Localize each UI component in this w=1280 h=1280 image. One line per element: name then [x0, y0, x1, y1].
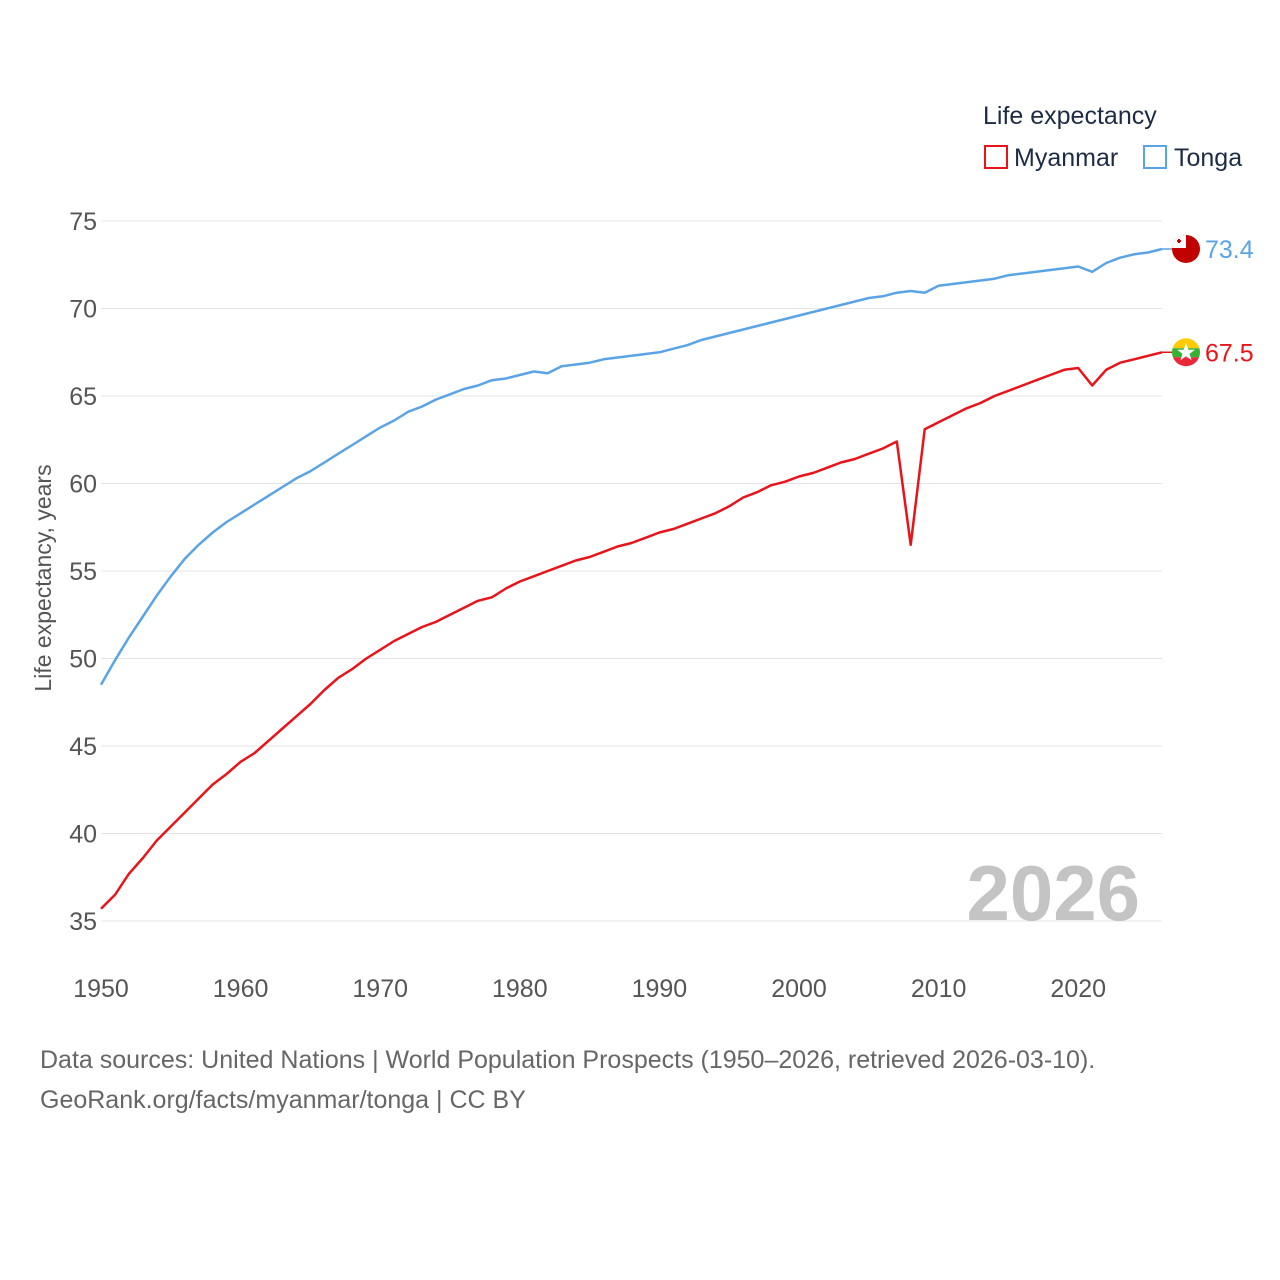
y-tick-label: 60: [69, 471, 97, 499]
legend-title: Life expectancy: [983, 102, 1157, 130]
x-tick-label: 2000: [771, 975, 827, 1003]
y-tick-label: 55: [69, 558, 97, 586]
legend-item-myanmar[interactable]: Myanmar: [984, 144, 1118, 172]
x-tick-label: 1950: [73, 975, 129, 1003]
legend-item-tonga[interactable]: Tonga: [1143, 144, 1242, 172]
legend-swatch-tonga: [1143, 145, 1167, 169]
x-axis: 1950 1960 1970 1980 1990 2000 2010 2020: [73, 975, 1106, 1003]
end-value-myanmar: 67.5: [1205, 339, 1254, 367]
y-axis-label: Life expectancy, years: [30, 464, 56, 691]
y-tick-label: 75: [69, 208, 97, 236]
legend-label-tonga: Tonga: [1174, 144, 1242, 172]
y-tick-label: 45: [69, 733, 97, 761]
series-line-myanmar: [100, 351, 1163, 910]
legend-label-myanmar: Myanmar: [1014, 144, 1118, 172]
footer-link[interactable]: GeoRank.org/facts/myanmar/tonga | CC BY: [40, 1086, 526, 1114]
footer-sources: Data sources: United Nations | World Pop…: [40, 1046, 1096, 1074]
series-line-tonga: [99, 247, 1163, 686]
legend-swatch-myanmar: [984, 145, 1008, 169]
footer: Data sources: United Nations | World Pop…: [40, 1040, 1260, 1120]
y-tick-label: 50: [69, 646, 97, 674]
x-tick-label: 1980: [492, 975, 548, 1003]
series-lines: [99, 247, 1172, 910]
y-axis: 35 40 45 50 55 60 65 70 75: [69, 208, 97, 936]
x-tick-label: 1990: [632, 975, 688, 1003]
y-tick-label: 35: [69, 908, 97, 936]
line-chart: 35 40 45 50 55 60 65 70 75 1950 1960 1970 1980 1990 2…: [30, 102, 1254, 1003]
flag-tonga-icon: [1172, 235, 1200, 263]
x-tick-label: 2020: [1050, 975, 1106, 1003]
y-tick-label: 70: [69, 296, 97, 324]
current-year-watermark: 2026: [966, 849, 1140, 937]
end-value-tonga: 73.4: [1205, 236, 1254, 264]
flag-myanmar-icon: [1172, 338, 1200, 367]
x-tick-label: 1960: [213, 975, 269, 1003]
x-tick-label: 1970: [352, 975, 408, 1003]
y-tick-label: 40: [69, 821, 97, 849]
x-tick-label: 2010: [911, 975, 967, 1003]
gridlines: [101, 220, 1162, 922]
legend: Life expectancy Myanmar Tonga: [983, 102, 1242, 172]
y-tick-label: 65: [69, 383, 97, 411]
